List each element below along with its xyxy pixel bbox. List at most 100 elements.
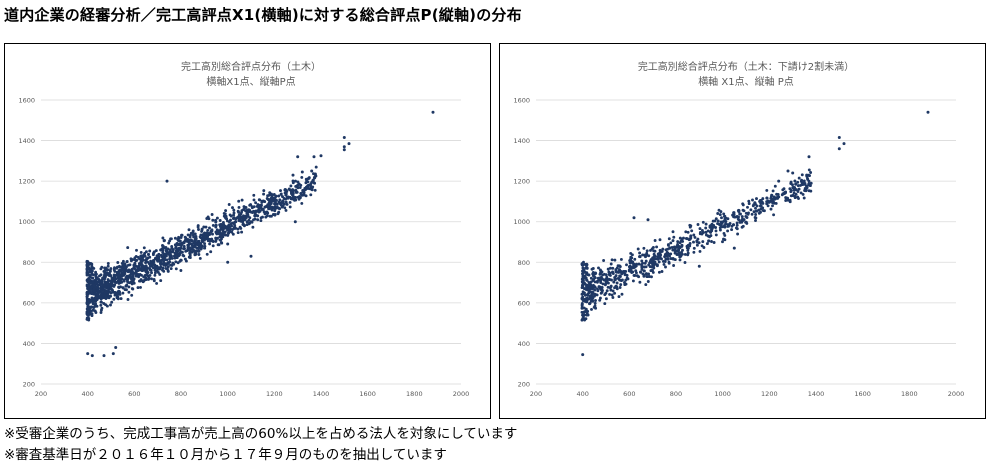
scatter-point (658, 248, 662, 252)
scatter-point (698, 249, 702, 253)
scatter-point (162, 269, 166, 273)
scatter-point (750, 212, 754, 216)
scatter-point (283, 188, 287, 192)
scatter-point (642, 274, 646, 278)
scatter-point (662, 262, 666, 266)
scatter-point (214, 220, 218, 224)
scatter-point (754, 216, 758, 220)
scatter-point (249, 254, 253, 258)
scatter-point (203, 235, 207, 239)
scatter-point (625, 276, 629, 280)
scatter-point (629, 255, 633, 259)
scatter-point (742, 218, 746, 222)
scatter-point (126, 246, 130, 250)
scatter-point (722, 212, 726, 216)
scatter-point (710, 240, 713, 243)
scatter-point (608, 286, 612, 290)
scatter-point (300, 201, 304, 205)
scatter-point (666, 257, 670, 261)
y-tick-label: 200 (518, 381, 530, 389)
scatter-point (616, 264, 620, 268)
scatter-point (581, 317, 585, 321)
scatter-point (216, 236, 219, 240)
scatter-point (256, 208, 260, 212)
scatter-point (585, 313, 589, 317)
scatter-point (698, 230, 702, 234)
scatter-point (738, 220, 742, 224)
scatter-point (791, 183, 794, 187)
scatter-point (742, 209, 746, 213)
scatter-point (712, 241, 716, 244)
scatter-point (103, 268, 107, 272)
scatter-point (601, 273, 605, 277)
scatter-point (678, 258, 682, 262)
scatter-point (620, 292, 624, 296)
scatter-point (166, 262, 169, 266)
scatter-point (162, 239, 166, 243)
scatter-point (275, 202, 279, 206)
scatter-point (97, 290, 101, 294)
scatter-point (90, 285, 93, 289)
scatter-point (641, 253, 645, 257)
scatter-point (94, 302, 98, 306)
scatter-point (92, 289, 96, 293)
footnotes: ※受審企業のうち、完成工事高が売上高の60%以上を占める法人を対象にしています … (4, 424, 517, 466)
scatter-point (237, 217, 241, 221)
scatter-point (693, 235, 697, 239)
scatter-point (775, 192, 779, 196)
scatter-point (280, 200, 284, 204)
scatter-point (165, 179, 169, 183)
scatter-point (231, 232, 235, 236)
scatter-point (754, 213, 758, 216)
scatter-point (135, 270, 138, 274)
scatter-point (671, 248, 675, 252)
scatter-point (686, 230, 690, 234)
scatter-point (191, 249, 195, 253)
scatter-chart-all: 200 400 600 800 1000 1200 1400 1600 200 400 600 800… (18, 60, 469, 398)
scatter-point (304, 181, 308, 185)
scatter-point (141, 264, 145, 268)
scatter-point (615, 266, 619, 270)
scatter-point (695, 243, 699, 247)
scatter-point (274, 201, 277, 204)
scatter-point (807, 179, 811, 183)
scatter-point (162, 260, 166, 264)
scatter-point (800, 178, 804, 182)
scatter-point (101, 286, 105, 290)
scatter-point (622, 270, 625, 273)
scatter-point (259, 219, 263, 223)
scatter-point (284, 208, 288, 212)
scatter-point (792, 188, 796, 192)
scatter-point (697, 241, 701, 245)
scatter-point (236, 209, 240, 213)
scatter-point (219, 241, 223, 245)
scatter-point (580, 306, 584, 310)
scatter-point (580, 310, 584, 314)
scatter-point (104, 272, 108, 276)
scatter-point (586, 273, 590, 277)
scatter-point (221, 235, 225, 239)
scatter-point (796, 190, 800, 193)
x-tick-label: 400 (576, 390, 588, 398)
scatter-point (206, 228, 210, 232)
scatter-point (666, 253, 670, 257)
scatter-point (732, 211, 736, 215)
scatter-point (669, 252, 673, 256)
scatter-point (127, 285, 131, 289)
scatter-point (209, 250, 213, 254)
scatter-point (604, 297, 608, 301)
scatter-point (300, 170, 304, 174)
scatter-point (799, 191, 803, 195)
scatter-point (250, 205, 254, 209)
scatter-point (137, 273, 141, 277)
scatter-point (206, 215, 210, 219)
scatter-point (610, 293, 614, 297)
scatter-point (135, 248, 138, 252)
scatter-point (759, 199, 763, 202)
scatter-point (771, 189, 775, 193)
scatter-point (160, 258, 163, 262)
scatter-point (172, 254, 176, 258)
x-tick-label: 1600 (854, 390, 871, 398)
scatter-point (625, 263, 628, 267)
scatter-point (109, 287, 113, 291)
